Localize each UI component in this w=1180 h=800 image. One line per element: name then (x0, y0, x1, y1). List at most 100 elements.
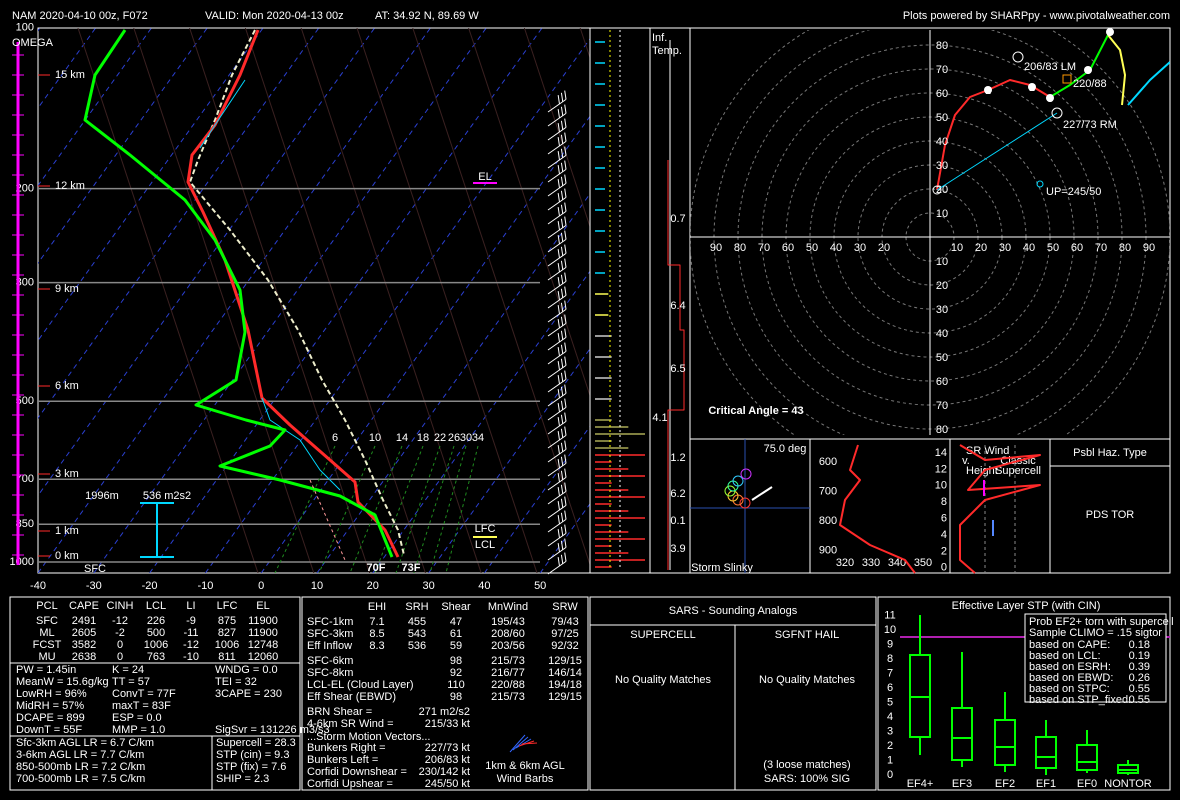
barb-flag (564, 132, 567, 142)
barb-flag (557, 277, 560, 287)
index: ESP = 0.0 (112, 712, 162, 724)
isotherm (372, 270, 590, 573)
barb-flag (560, 554, 564, 564)
label: Temp. (652, 45, 682, 57)
thermo-cell: SFC (36, 615, 58, 627)
height-label: 3 km (55, 468, 79, 480)
wind-barb (547, 132, 567, 155)
kinematic-cell: 98 (450, 691, 462, 703)
barb-flag (557, 361, 560, 371)
kinematic-cell: 195/43 (491, 616, 525, 628)
label: 6 (887, 682, 893, 694)
barb-flag (560, 302, 564, 312)
barb-flag (560, 442, 564, 452)
label: Prob EF2+ torn with supercell (1029, 616, 1174, 628)
pressure-label: 700 (16, 473, 34, 485)
wind-barb (547, 412, 567, 435)
label: EHI (368, 601, 386, 613)
label: EL (256, 600, 269, 612)
mixing-ratio-line (349, 445, 403, 573)
isotherm (38, 28, 97, 109)
thermo-cell: 11900 (248, 615, 278, 627)
label: CAPE (69, 600, 99, 612)
barb-flag (564, 216, 567, 226)
label: 0.55 (1129, 683, 1150, 695)
barb-flag (564, 230, 567, 240)
panel-frame (1049, 438, 1171, 574)
label: Inf. (652, 32, 667, 44)
lapse-rate: 3-6km AGL LR = 7.7 C/km (16, 749, 144, 761)
barb-flag (560, 344, 564, 354)
barb-flag (564, 370, 567, 380)
pressure-label: 200 (16, 183, 34, 195)
label: 320 (836, 557, 854, 569)
wind-barb (547, 258, 567, 281)
label: 70 (936, 400, 948, 412)
label: 80 (936, 40, 948, 52)
label: MnWind (488, 601, 528, 613)
barb-flag (560, 358, 564, 368)
label: LCL (475, 539, 495, 551)
label: 800 (819, 515, 837, 527)
barb-flag (564, 314, 567, 324)
barb-flag (557, 487, 560, 497)
barb-staff (547, 448, 567, 463)
label: 50 (936, 352, 948, 364)
barb-flag (564, 258, 567, 268)
barb-flag (560, 274, 564, 284)
label: LFC (217, 600, 238, 612)
mixing-ratio-label: 30 (460, 432, 472, 444)
dewpoint-trace (83, 29, 394, 558)
inferred-value: 0.7 (670, 213, 685, 225)
thermo-cell: 1006 (144, 639, 168, 651)
barb-flag (557, 403, 560, 413)
theta-e-trace (839, 444, 916, 574)
label: 60 (782, 242, 794, 254)
index: PW = 1.45in (16, 664, 76, 676)
label: 900 (819, 544, 837, 556)
label: 40 (830, 242, 842, 254)
mixing-ratio-label: 34 (472, 432, 484, 444)
barb-flag (557, 389, 560, 399)
label: 340 (888, 557, 906, 569)
wind-barb (547, 468, 567, 491)
label: SRW (552, 601, 578, 613)
label: SGFNT HAIL (775, 629, 840, 641)
barb-flag (564, 160, 567, 170)
label: Psbl Haz. Type (1073, 447, 1147, 459)
kinematic-cell: 92/32 (551, 640, 579, 652)
pressure-label: 300 (16, 277, 34, 289)
wind-barb (547, 454, 567, 477)
label: 75.0 deg (764, 443, 807, 455)
isotherm (316, 192, 590, 573)
barb-flag (560, 106, 564, 116)
inferred-trace (667, 160, 685, 570)
composite: Supercell = 28.3 (216, 737, 296, 749)
label: 20 (975, 242, 987, 254)
barb-flag (557, 221, 560, 231)
isotherm (260, 115, 590, 573)
height-label: 9 km (55, 283, 79, 295)
label: 20 (878, 242, 890, 254)
label: Corfidi Downshear = (307, 766, 407, 778)
slinky-circle (732, 475, 744, 487)
inferred-value: 6.5 (670, 363, 685, 375)
mixing-ratio-label: 10 (369, 432, 381, 444)
barb-flag (564, 552, 567, 562)
temp-label: 10 (311, 580, 323, 592)
wind-barb (547, 398, 567, 421)
inferred-value: 6.4 (670, 300, 685, 312)
barb-staff (547, 420, 567, 435)
height-label: 0 km (55, 550, 79, 562)
label: 50 (936, 112, 948, 124)
wind-barb (547, 482, 567, 505)
left-mover (1012, 51, 1024, 63)
inferred-value: 4.1 (652, 412, 667, 424)
height-label: 15 km (55, 69, 85, 81)
hodo-origin (932, 185, 942, 195)
barb-flag (557, 235, 560, 245)
label: 330 (862, 557, 880, 569)
barb-flag (564, 482, 567, 492)
kinematic-cell: 97/25 (551, 628, 579, 640)
wind-barb (547, 146, 567, 169)
